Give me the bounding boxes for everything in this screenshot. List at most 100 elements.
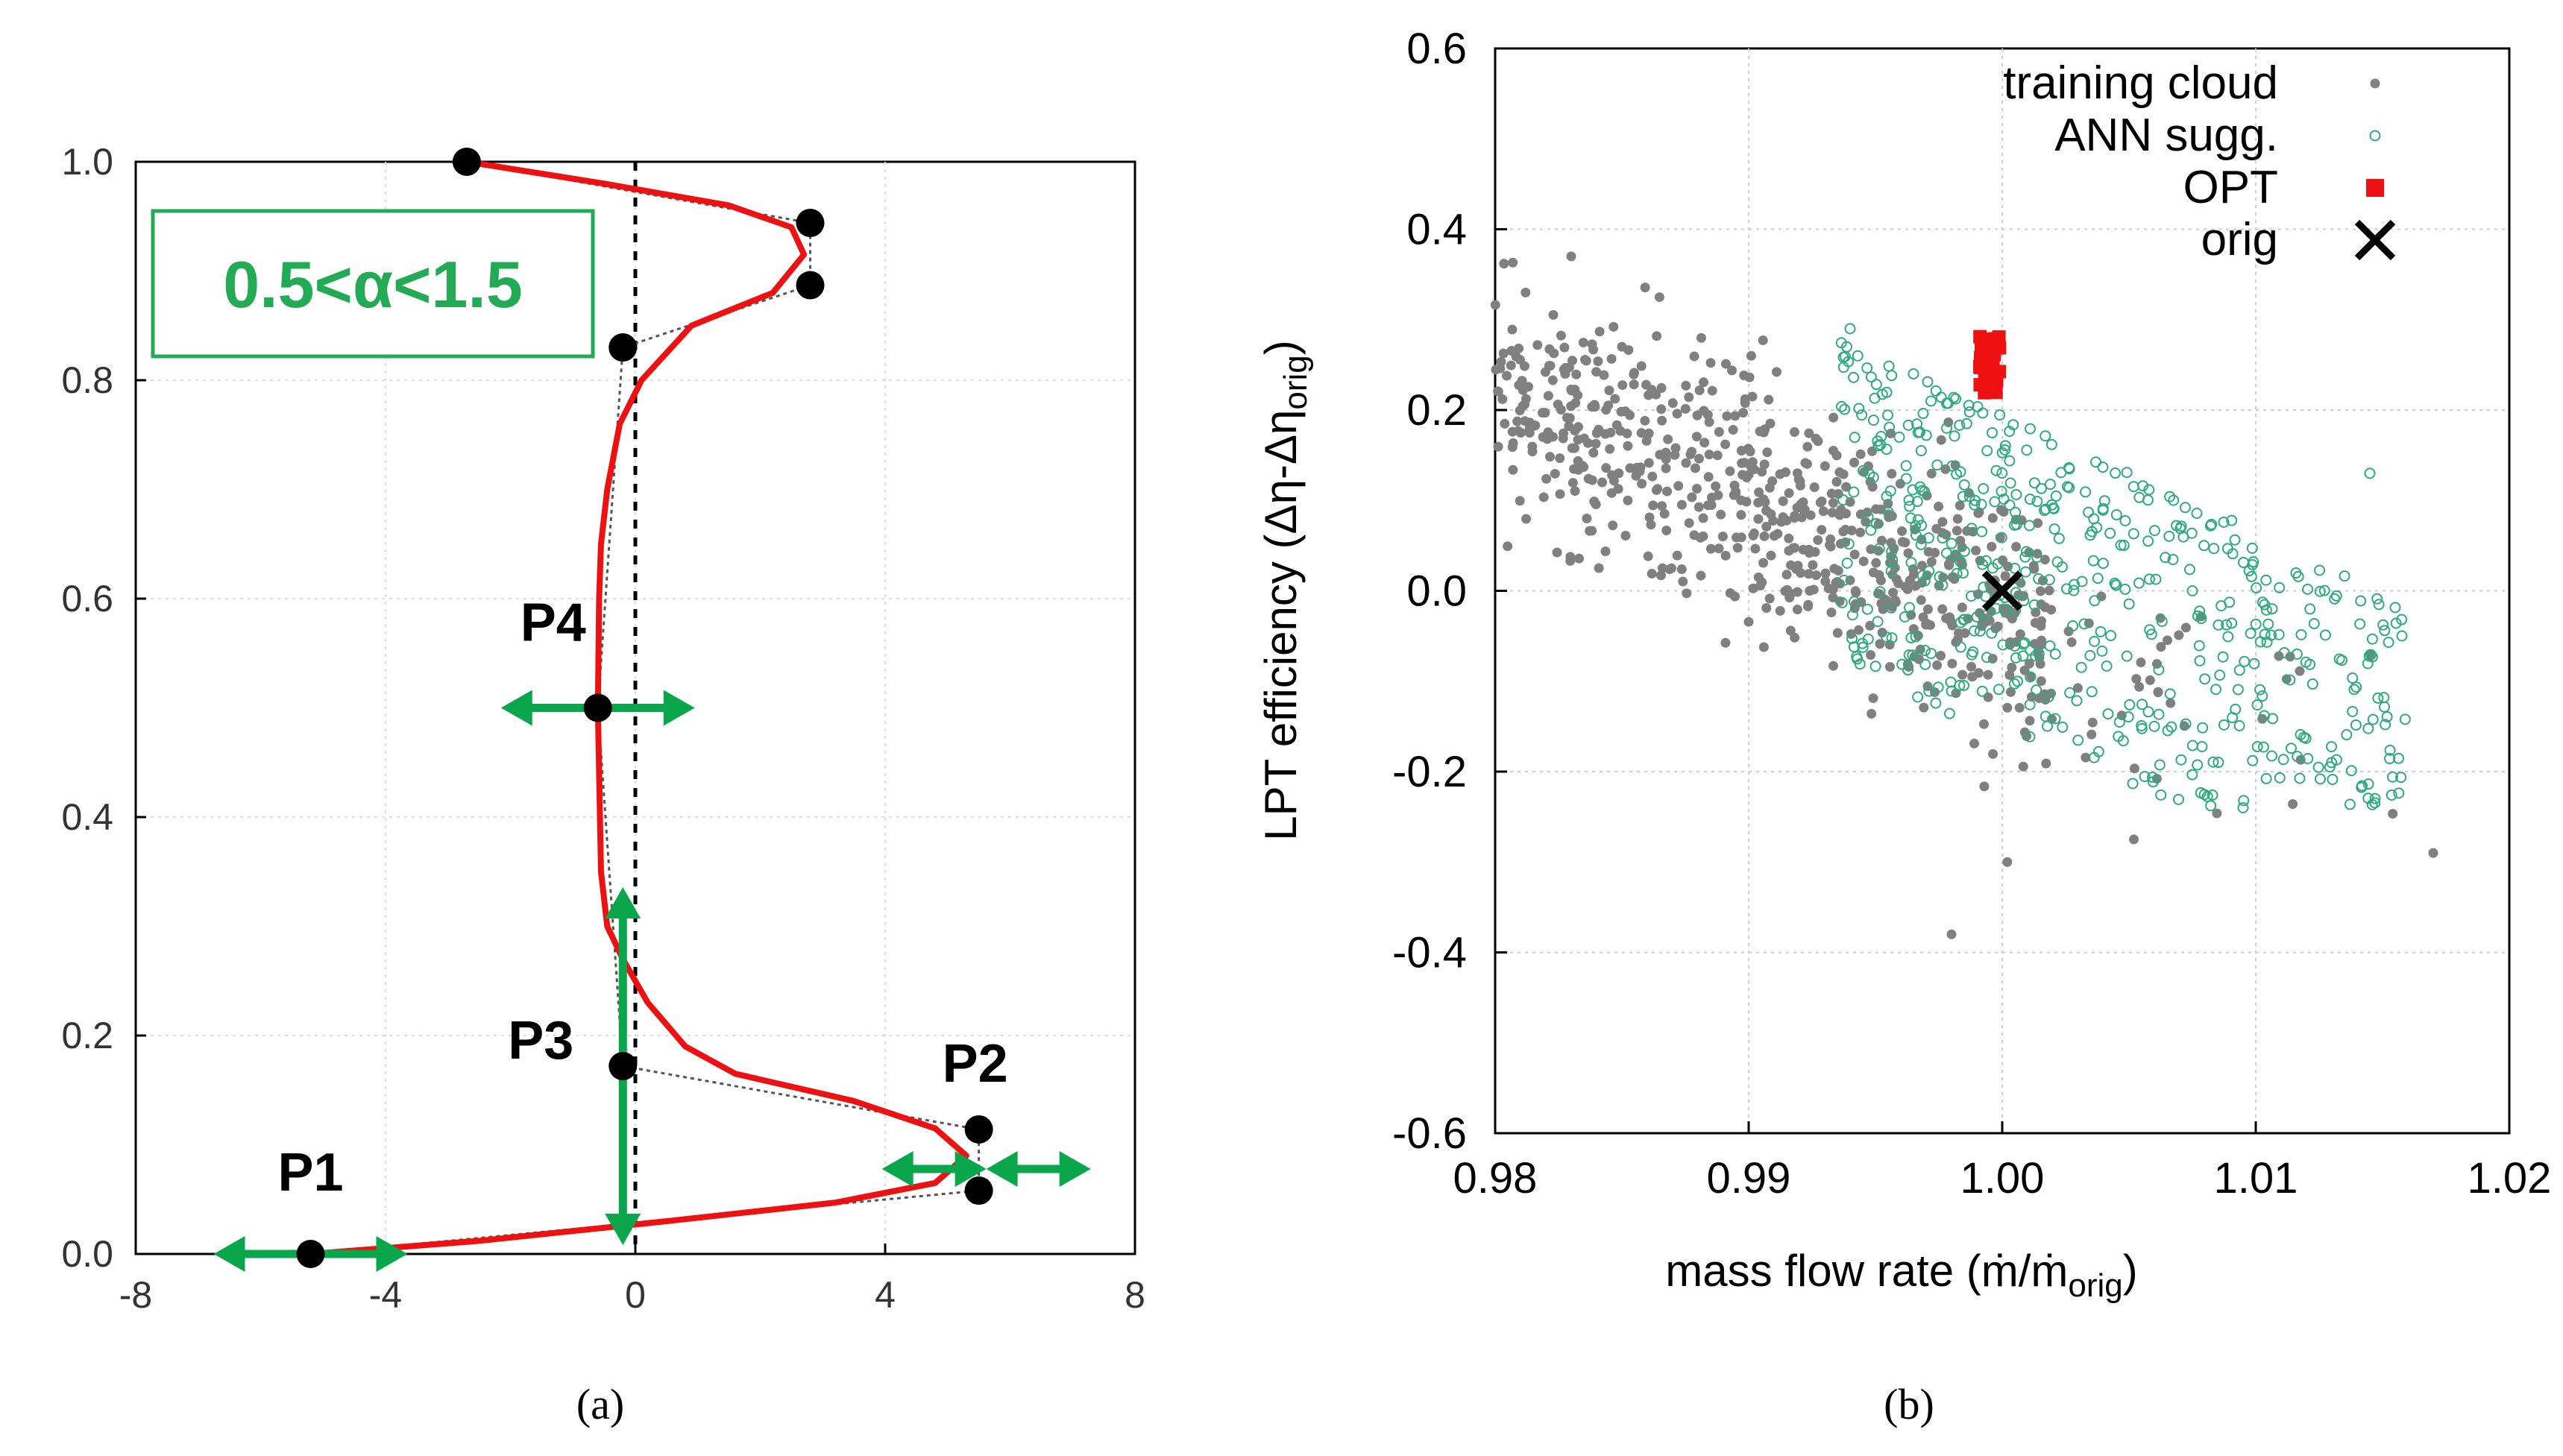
training-cloud-point — [1493, 386, 1503, 397]
ann-sugg-point — [2237, 802, 2249, 813]
training-cloud-point — [1749, 528, 1759, 538]
legend-marker-ann — [2369, 130, 2381, 142]
training-cloud-point — [1599, 370, 1609, 380]
training-cloud-point — [1840, 508, 1851, 519]
opt-point — [1980, 335, 1994, 350]
ann-sugg-point — [1980, 555, 1992, 567]
training-cloud-point — [1662, 486, 1673, 497]
a-ytick-label: 0.2 — [61, 1015, 113, 1056]
ann-sugg-point — [1937, 532, 1949, 544]
ann-sugg-point — [2010, 488, 2022, 500]
training-cloud-point — [1660, 449, 1670, 459]
ann-sugg-point — [2110, 509, 2122, 521]
training-cloud-point — [1499, 259, 1509, 269]
ann-sugg-point — [1974, 625, 1986, 637]
training-cloud-point — [1553, 400, 1563, 410]
ann-sugg-point — [2018, 595, 2030, 607]
training-cloud-point — [1765, 418, 1776, 429]
ann-sugg-point — [1972, 400, 1984, 412]
ann-sugg-point — [1905, 557, 1917, 569]
ann-sugg-point — [1994, 409, 2006, 421]
training-cloud-point — [1867, 446, 1878, 456]
ann-sugg-point — [1865, 524, 1877, 536]
ann-sugg-point — [2393, 787, 2405, 799]
ann-sugg-point — [1861, 603, 1873, 615]
ann-sugg-point — [2373, 599, 2385, 611]
ann-sugg-point — [1886, 546, 1898, 558]
training-cloud-point — [1550, 468, 1560, 479]
training-cloud-point — [1851, 587, 1861, 598]
b-ytick-label: -0.2 — [1392, 748, 1467, 796]
ann-sugg-point — [2384, 744, 2396, 756]
training-cloud-point — [1506, 360, 1516, 371]
training-cloud-point — [1527, 447, 1538, 457]
ann-sugg-point — [1907, 649, 1919, 661]
training-cloud-point — [1817, 497, 1827, 507]
training-cloud-point — [2180, 623, 2191, 633]
training-cloud-point — [1775, 469, 1785, 479]
ann-sugg-point — [2017, 638, 2029, 650]
training-cloud-point — [1617, 380, 1628, 391]
training-cloud-point — [1858, 556, 1869, 567]
ann-sugg-point — [2218, 719, 2230, 731]
training-cloud-point — [1947, 658, 1957, 669]
ann-sugg-point — [1957, 567, 1969, 579]
ann-sugg-point — [2128, 481, 2139, 493]
ann-sugg-point — [1932, 681, 1944, 693]
training-cloud-point — [2000, 571, 2010, 582]
ann-sugg-point — [1846, 632, 1858, 644]
legend-label: ANN sugg. — [2054, 110, 2278, 161]
training-cloud-point — [1732, 543, 1743, 553]
ann-sugg-point — [2024, 494, 2036, 505]
training-cloud-point — [1792, 605, 1802, 615]
ann-sugg-point — [2148, 720, 2160, 732]
training-cloud-point — [1955, 535, 1966, 546]
ann-sugg-point — [2199, 673, 2211, 685]
legend-marker-orig — [2354, 219, 2396, 261]
ann-sugg-point — [1930, 385, 1942, 397]
a-xtick-label: 4 — [875, 1274, 896, 1316]
training-cloud-point — [1694, 385, 1705, 396]
training-cloud-point — [1813, 535, 1823, 545]
training-cloud-point — [1558, 433, 1568, 444]
ann-sugg-point — [1919, 658, 1931, 670]
training-cloud-point — [1610, 394, 1620, 404]
training-cloud-point — [1720, 550, 1731, 561]
training-cloud-point — [1968, 526, 1978, 537]
ann-sugg-point — [2284, 674, 2296, 686]
training-cloud-point — [1759, 531, 1770, 541]
ann-sugg-point — [2314, 564, 2326, 576]
training-cloud-point — [2044, 585, 2054, 596]
ann-sugg-point — [1943, 707, 1955, 719]
training-cloud-point — [1938, 572, 1949, 582]
ann-sugg-point — [1844, 323, 1856, 335]
training-cloud-point — [1971, 545, 1981, 555]
training-cloud-point — [1728, 424, 1738, 435]
ann-sugg-point — [2124, 699, 2136, 710]
b-ytick-label: -0.4 — [1392, 929, 1467, 977]
training-cloud-point — [1543, 391, 1553, 401]
a-control-point — [964, 1176, 993, 1206]
ann-sugg-point — [2327, 773, 2339, 785]
training-cloud-point — [1706, 492, 1717, 502]
ann-sugg-point — [2257, 690, 2268, 702]
training-cloud-point — [1849, 457, 1859, 467]
training-cloud-point — [2063, 626, 2074, 637]
training-cloud-point — [2015, 629, 2025, 640]
ann-sugg-point — [2010, 587, 2022, 599]
training-cloud-point — [1597, 477, 1608, 488]
ann-sugg-point — [2172, 793, 2184, 805]
ann-sugg-point — [1862, 633, 1874, 645]
ann-sugg-point — [2347, 705, 2359, 717]
training-cloud-point — [1795, 476, 1805, 487]
training-cloud-point — [1567, 478, 1578, 488]
ann-sugg-point — [2009, 562, 2021, 574]
ann-sugg-point — [2160, 552, 2172, 564]
training-cloud-point — [1792, 468, 1802, 479]
training-cloud-point — [1789, 427, 1799, 438]
training-cloud-point — [1849, 549, 1860, 560]
ann-sugg-point — [1839, 403, 1851, 415]
ann-sugg-point — [2213, 619, 2224, 631]
training-cloud-point — [1722, 411, 1732, 421]
training-cloud-point — [1582, 513, 1592, 523]
